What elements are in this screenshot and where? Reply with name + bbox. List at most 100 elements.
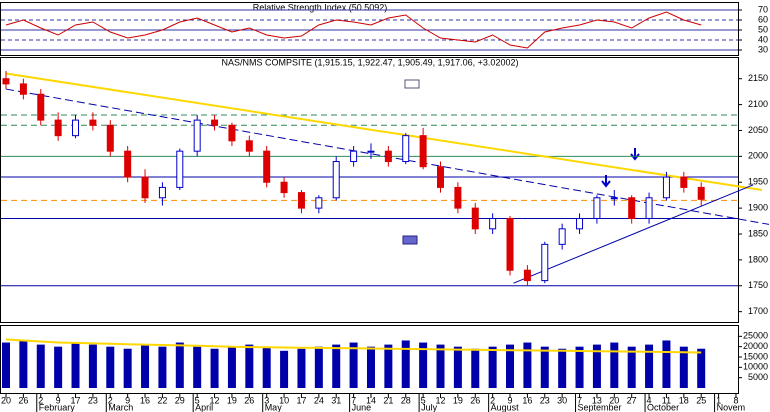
x-tick-label: 19 <box>227 395 237 405</box>
candle-body <box>228 124 236 142</box>
x-tick-label: 4 <box>647 395 652 405</box>
volume-bar <box>645 344 654 388</box>
candle-body <box>697 186 705 200</box>
candle-body <box>454 186 462 209</box>
candle-body <box>610 197 618 200</box>
candle-body <box>384 150 392 163</box>
candle-body <box>628 197 636 219</box>
y-tick-label: 40 <box>758 34 768 44</box>
x-tick-label: 26 <box>470 395 480 405</box>
y-tick-label: 25000 <box>743 331 768 341</box>
x-tick-label: 17 <box>296 395 306 405</box>
volume-bar <box>575 346 584 388</box>
x-tick-label: 9 <box>508 395 513 405</box>
y-tick-label: 2100 <box>748 99 768 109</box>
candle-body <box>350 150 358 163</box>
x-tick-label: 8 <box>733 395 738 405</box>
volume-bar <box>19 340 28 388</box>
candle-body <box>37 93 45 121</box>
candle-body <box>662 176 670 199</box>
candle-body <box>645 197 653 219</box>
x-tick-label: 7 <box>577 395 582 405</box>
y-tick-label: 5000 <box>748 372 768 382</box>
candle-body <box>297 192 305 209</box>
volume-bar <box>540 346 549 388</box>
candle-body <box>332 161 340 199</box>
y-tick-label: 60 <box>758 14 768 24</box>
volume-bar <box>366 346 375 388</box>
volume-bar <box>349 342 358 388</box>
candle-body <box>419 135 427 168</box>
x-tick-label: 26 <box>244 395 254 405</box>
candle-body <box>367 150 375 153</box>
month-label: August <box>491 402 520 412</box>
x-tick-label: 27 <box>627 395 637 405</box>
y-tick-label: 30 <box>758 44 768 54</box>
candle-body <box>141 176 149 199</box>
y-tick-label: 2000 <box>748 151 768 161</box>
volume-bar <box>436 344 445 388</box>
x-tick-label: 20 <box>1 395 11 405</box>
rsi-title: Relative Strength Index (50.5092) <box>253 2 388 12</box>
month-label: September <box>578 402 622 412</box>
x-tick-label: 9 <box>125 395 130 405</box>
volume-bar <box>697 348 706 388</box>
volume-bar <box>36 344 45 388</box>
candle-body <box>506 217 514 271</box>
candle-body <box>106 124 114 152</box>
volume-bar <box>592 344 601 388</box>
candle-body <box>193 119 201 152</box>
x-tick-label: 26 <box>18 395 28 405</box>
y-tick-label: 70 <box>758 4 768 14</box>
month-label: October <box>647 402 679 412</box>
candle-body <box>593 197 601 219</box>
candle-body <box>72 119 80 137</box>
candle-body <box>158 186 166 199</box>
volume-bar <box>193 346 202 388</box>
candle-body <box>315 197 323 209</box>
y-tick-label: 10000 <box>743 362 768 372</box>
month-label: March <box>108 402 133 412</box>
volume-bar <box>401 340 410 388</box>
x-tick-label: 16 <box>522 395 532 405</box>
volume-bar <box>558 348 567 388</box>
x-tick-label: 5 <box>195 395 200 405</box>
month-label: Novem <box>717 402 746 412</box>
x-tick-label: 2 <box>490 395 495 405</box>
volume-bar <box>523 342 532 388</box>
y-tick-label: 1950 <box>748 177 768 187</box>
price-frame <box>0 57 739 323</box>
volume-bar <box>506 344 515 388</box>
x-tick-label: 2 <box>38 395 43 405</box>
x-tick-label: 5 <box>421 395 426 405</box>
month-label: May <box>265 402 283 412</box>
y-tick-label: 1750 <box>748 280 768 290</box>
x-tick-label: 21 <box>383 395 393 405</box>
candle-body <box>263 150 271 183</box>
x-tick-label: 23 <box>540 395 550 405</box>
candle-body <box>680 176 688 188</box>
volume-bar <box>488 346 497 388</box>
candle-body <box>402 135 410 163</box>
volume-bar <box>262 346 271 388</box>
candle-body <box>19 83 27 95</box>
candle-body <box>471 207 479 230</box>
volume-bar <box>227 346 236 388</box>
x-tick-label: 22 <box>157 395 167 405</box>
volume-bar <box>314 346 323 388</box>
month-label: February <box>39 402 76 412</box>
x-tick-label: 29 <box>175 395 185 405</box>
x-tick-label: 11 <box>662 395 671 405</box>
x-tick-label: 7 <box>351 395 356 405</box>
candle-body <box>576 217 584 230</box>
volume-bar <box>627 346 636 388</box>
volume-bar <box>141 344 150 388</box>
volume-bar <box>123 348 132 388</box>
trend-line <box>5 72 763 191</box>
volume-bar <box>175 342 184 388</box>
volume-bar <box>471 348 480 388</box>
volume-bar <box>332 344 341 388</box>
candle-body <box>489 217 497 230</box>
x-tick-label: 12 <box>435 395 445 405</box>
